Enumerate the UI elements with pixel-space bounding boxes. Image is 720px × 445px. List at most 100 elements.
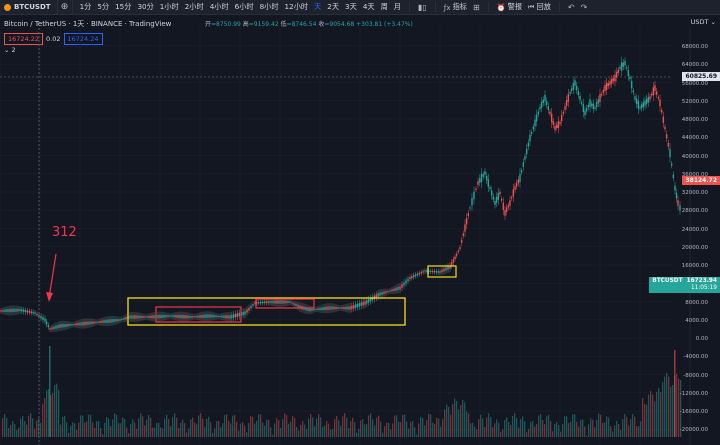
volume-bar [456, 400, 458, 437]
volume-bar [656, 391, 658, 437]
alert-button[interactable]: ⏰ 警报 [494, 2, 525, 12]
candle-body [147, 316, 149, 318]
buy-button[interactable]: 16724.24 [63, 33, 103, 45]
candle-body [490, 190, 493, 196]
indicators-collapse-toggle[interactable]: ⌄ 2 [4, 46, 16, 54]
candle-body [117, 319, 119, 322]
redo-icon[interactable]: ↷ [580, 2, 588, 12]
volume-bar [316, 418, 318, 437]
volume-bar [402, 414, 404, 437]
volume-bar [336, 415, 338, 437]
interval-7[interactable]: 6小时 [234, 2, 254, 11]
sell-button[interactable]: 16724.22 [4, 33, 44, 45]
volume-bar [96, 421, 98, 437]
compare-symbol-plus-icon[interactable]: ⊕ [58, 0, 73, 14]
volume-bar [458, 409, 460, 437]
volume-bar [352, 417, 354, 437]
volume-bar [544, 424, 546, 437]
candle-body [103, 320, 105, 324]
candle-body [61, 324, 63, 328]
candle-body [135, 315, 137, 319]
candle-body [391, 289, 393, 292]
candle-body [515, 182, 518, 187]
interval-14[interactable]: 周 [380, 2, 388, 11]
interval-9[interactable]: 12小时 [284, 2, 309, 11]
candle-body [667, 142, 670, 147]
volume-bar [28, 415, 30, 437]
price-axis-label: -12000.00 [679, 390, 708, 397]
volume-bar [100, 427, 102, 437]
indicators-button[interactable]: ƒx 指标 [441, 2, 470, 12]
price-chart[interactable] [0, 28, 720, 445]
volume-bar [526, 432, 528, 437]
interval-0[interactable]: 1分 [79, 2, 92, 11]
candle-body [670, 163, 673, 166]
candle-body [105, 319, 107, 324]
volume-bar [464, 402, 466, 437]
candle-body [275, 300, 277, 304]
candle-body [447, 266, 449, 270]
candle-body [107, 319, 109, 323]
volume-bar [502, 429, 504, 437]
volume-bar [672, 384, 674, 437]
interval-3[interactable]: 30分 [137, 2, 154, 11]
candle-body [439, 271, 441, 273]
interval-15[interactable]: 月 [393, 2, 401, 11]
interval-6[interactable]: 4小时 [209, 2, 229, 11]
top-toolbar: BTCUSDT ⊕ 1分 5分 15分 30分 1小时 2小时 4小时 6小时 8小时 12小时天… [0, 0, 720, 15]
candle-body [171, 315, 173, 317]
volume-bar [376, 417, 378, 437]
candle-body [422, 271, 424, 273]
volume-bar [32, 418, 34, 437]
volume-bar [610, 426, 612, 437]
candle-body [36, 313, 38, 315]
volume-bar [676, 373, 678, 437]
interval-10[interactable]: 天 [314, 2, 322, 11]
volume-bar [372, 419, 374, 437]
close-value: =9054.68 [324, 21, 355, 28]
volume-bar [158, 422, 160, 437]
spread-value: 0.02 [46, 35, 61, 43]
interval-12[interactable]: 3天 [345, 2, 357, 11]
volume-bar [522, 416, 524, 437]
collapse-count: 2 [11, 46, 16, 54]
candle-body [42, 317, 44, 321]
volume-bar [188, 428, 190, 437]
volume-bar [298, 430, 300, 437]
candle-body [607, 83, 610, 87]
symbol-search[interactable]: BTCUSDT [0, 0, 58, 14]
interval-5[interactable]: 2小时 [184, 2, 204, 11]
volume-spike [49, 346, 51, 437]
volume-bar [436, 417, 438, 437]
volume-bar [180, 422, 182, 437]
bar-style-candles-icon[interactable]: ▮▯ [417, 2, 427, 12]
price-axis-label: 8000.00 [685, 299, 708, 306]
templates-grid-icon[interactable]: ⊞ [472, 2, 480, 12]
candle-body [111, 319, 113, 323]
candle-body [532, 126, 535, 130]
interval-4[interactable]: 1小时 [159, 2, 179, 11]
candle-body [559, 122, 561, 124]
volume-bar [500, 431, 502, 437]
volume-bar [406, 421, 408, 437]
volume-bar [218, 421, 220, 437]
undo-icon[interactable]: ↶ [567, 2, 575, 12]
interval-8[interactable]: 8小时 [259, 2, 279, 11]
volume-bar [194, 422, 196, 437]
interval-11[interactable]: 2天 [327, 2, 340, 11]
candle-body [139, 315, 141, 319]
candle-body [199, 315, 201, 318]
interval-2[interactable]: 15分 [115, 2, 132, 11]
volume-bar [102, 434, 104, 437]
candle-body [185, 315, 187, 319]
interval-1[interactable]: 5分 [97, 2, 110, 11]
volume-bar [400, 422, 402, 437]
volume-bar [604, 422, 606, 437]
candle-body [572, 83, 575, 90]
interval-13[interactable]: 4天 [362, 2, 375, 11]
btc-tag-price: 16723.94 [686, 278, 717, 284]
replay-button[interactable]: ⏮ 回放 [525, 2, 554, 12]
volume-bar [350, 421, 352, 437]
currency-selector[interactable]: USDT ⌄ [690, 18, 716, 26]
volume-bar [640, 421, 642, 437]
